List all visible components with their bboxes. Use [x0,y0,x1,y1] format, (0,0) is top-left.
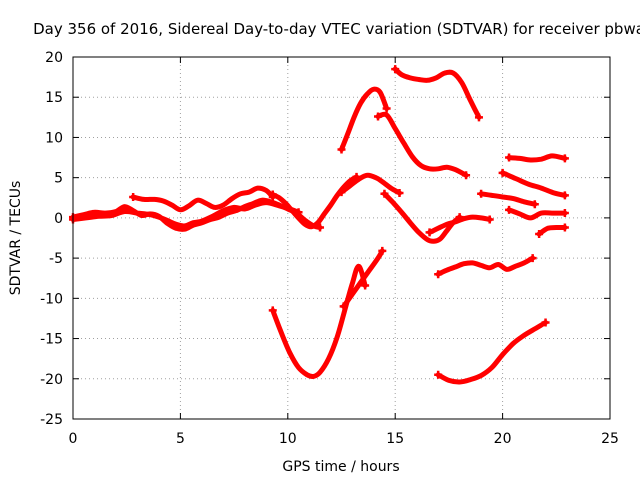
data-point-marker [425,228,434,237]
data-point-marker [268,190,277,199]
data-point-marker [541,318,550,327]
data-point-marker [477,189,486,198]
y-axis-label: SDTVAR / TECUs [8,181,24,296]
data-point-marker [395,188,404,197]
data-point-marker [474,113,483,122]
grid [73,57,610,419]
y-tick-label: -15 [40,332,63,348]
y-tick-label: -25 [40,412,63,428]
x-tick-label: 10 [279,431,297,447]
y-tick-label: 10 [45,130,63,146]
data-point-marker [560,191,569,200]
data-point-marker [316,223,325,232]
x-tick-label: 0 [69,431,78,447]
data-point-marker [560,209,569,218]
series-line-sat-8 [339,86,390,152]
data-point-marker [374,112,383,121]
series-line-sat-14 [435,320,549,385]
series-line-sat-3 [70,200,301,229]
data-point-marker [434,370,443,379]
series-line-sat-7 [341,248,385,309]
x-axis-label: GPS time / hours [282,459,399,475]
data-point-marker [361,281,370,290]
data-point-marker [382,104,391,113]
series-line-sat-10 [392,66,482,120]
data-point-marker [129,192,138,201]
data-point-marker [337,145,346,154]
x-tick-label: 15 [386,431,404,447]
data-point-marker [391,65,400,74]
series-line-sat-2 [130,185,276,213]
data-series [69,65,569,385]
data-point-marker [535,229,544,238]
data-point-marker [530,200,539,209]
x-tick-label: 25 [601,431,619,447]
data-point-marker [498,168,507,177]
data-point-marker [339,302,348,311]
series-line-sat-16 [500,170,568,198]
series-line-sat-11 [382,191,463,244]
series-line-sat-17 [506,153,568,163]
axis-ticks: -25 -20 -15 -10 -5 0 5 10 15 20 0 5 10 15 20 25 [40,50,619,447]
y-tick-label: 0 [54,211,63,227]
series-line-sat-15 [478,191,538,207]
series-line-sat-13 [435,255,536,277]
y-tick-label: 15 [45,90,63,106]
y-tick-label: 20 [45,50,63,66]
data-point-marker [337,188,346,197]
data-point-marker [462,171,471,180]
chart-title: Day 356 of 2016, Sidereal Day-to-day VTE… [33,20,640,38]
data-point-marker [505,153,514,162]
data-point-marker [434,270,443,279]
series-line-sat-18 [506,207,568,221]
data-point-marker [485,215,494,224]
data-point-marker [378,246,387,255]
series-line-sat-4 [270,174,359,230]
data-point-marker [560,223,569,232]
y-tick-label: 5 [54,171,63,187]
x-tick-label: 5 [176,431,185,447]
series-line-sat-9 [375,111,469,178]
data-point-marker [560,154,569,163]
y-tick-label: -10 [40,291,63,307]
data-point-marker [505,205,514,214]
series-line-sat-5 [339,172,402,196]
data-point-marker [528,254,537,263]
y-tick-label: -20 [40,372,63,388]
y-tick-label: -5 [49,251,63,267]
data-point-marker [380,189,389,198]
plot-frame [72,56,611,420]
series-line-sat-12 [427,214,493,235]
x-tick-label: 20 [494,431,512,447]
series-line-sat-6 [270,263,368,380]
data-point-marker [268,306,277,315]
